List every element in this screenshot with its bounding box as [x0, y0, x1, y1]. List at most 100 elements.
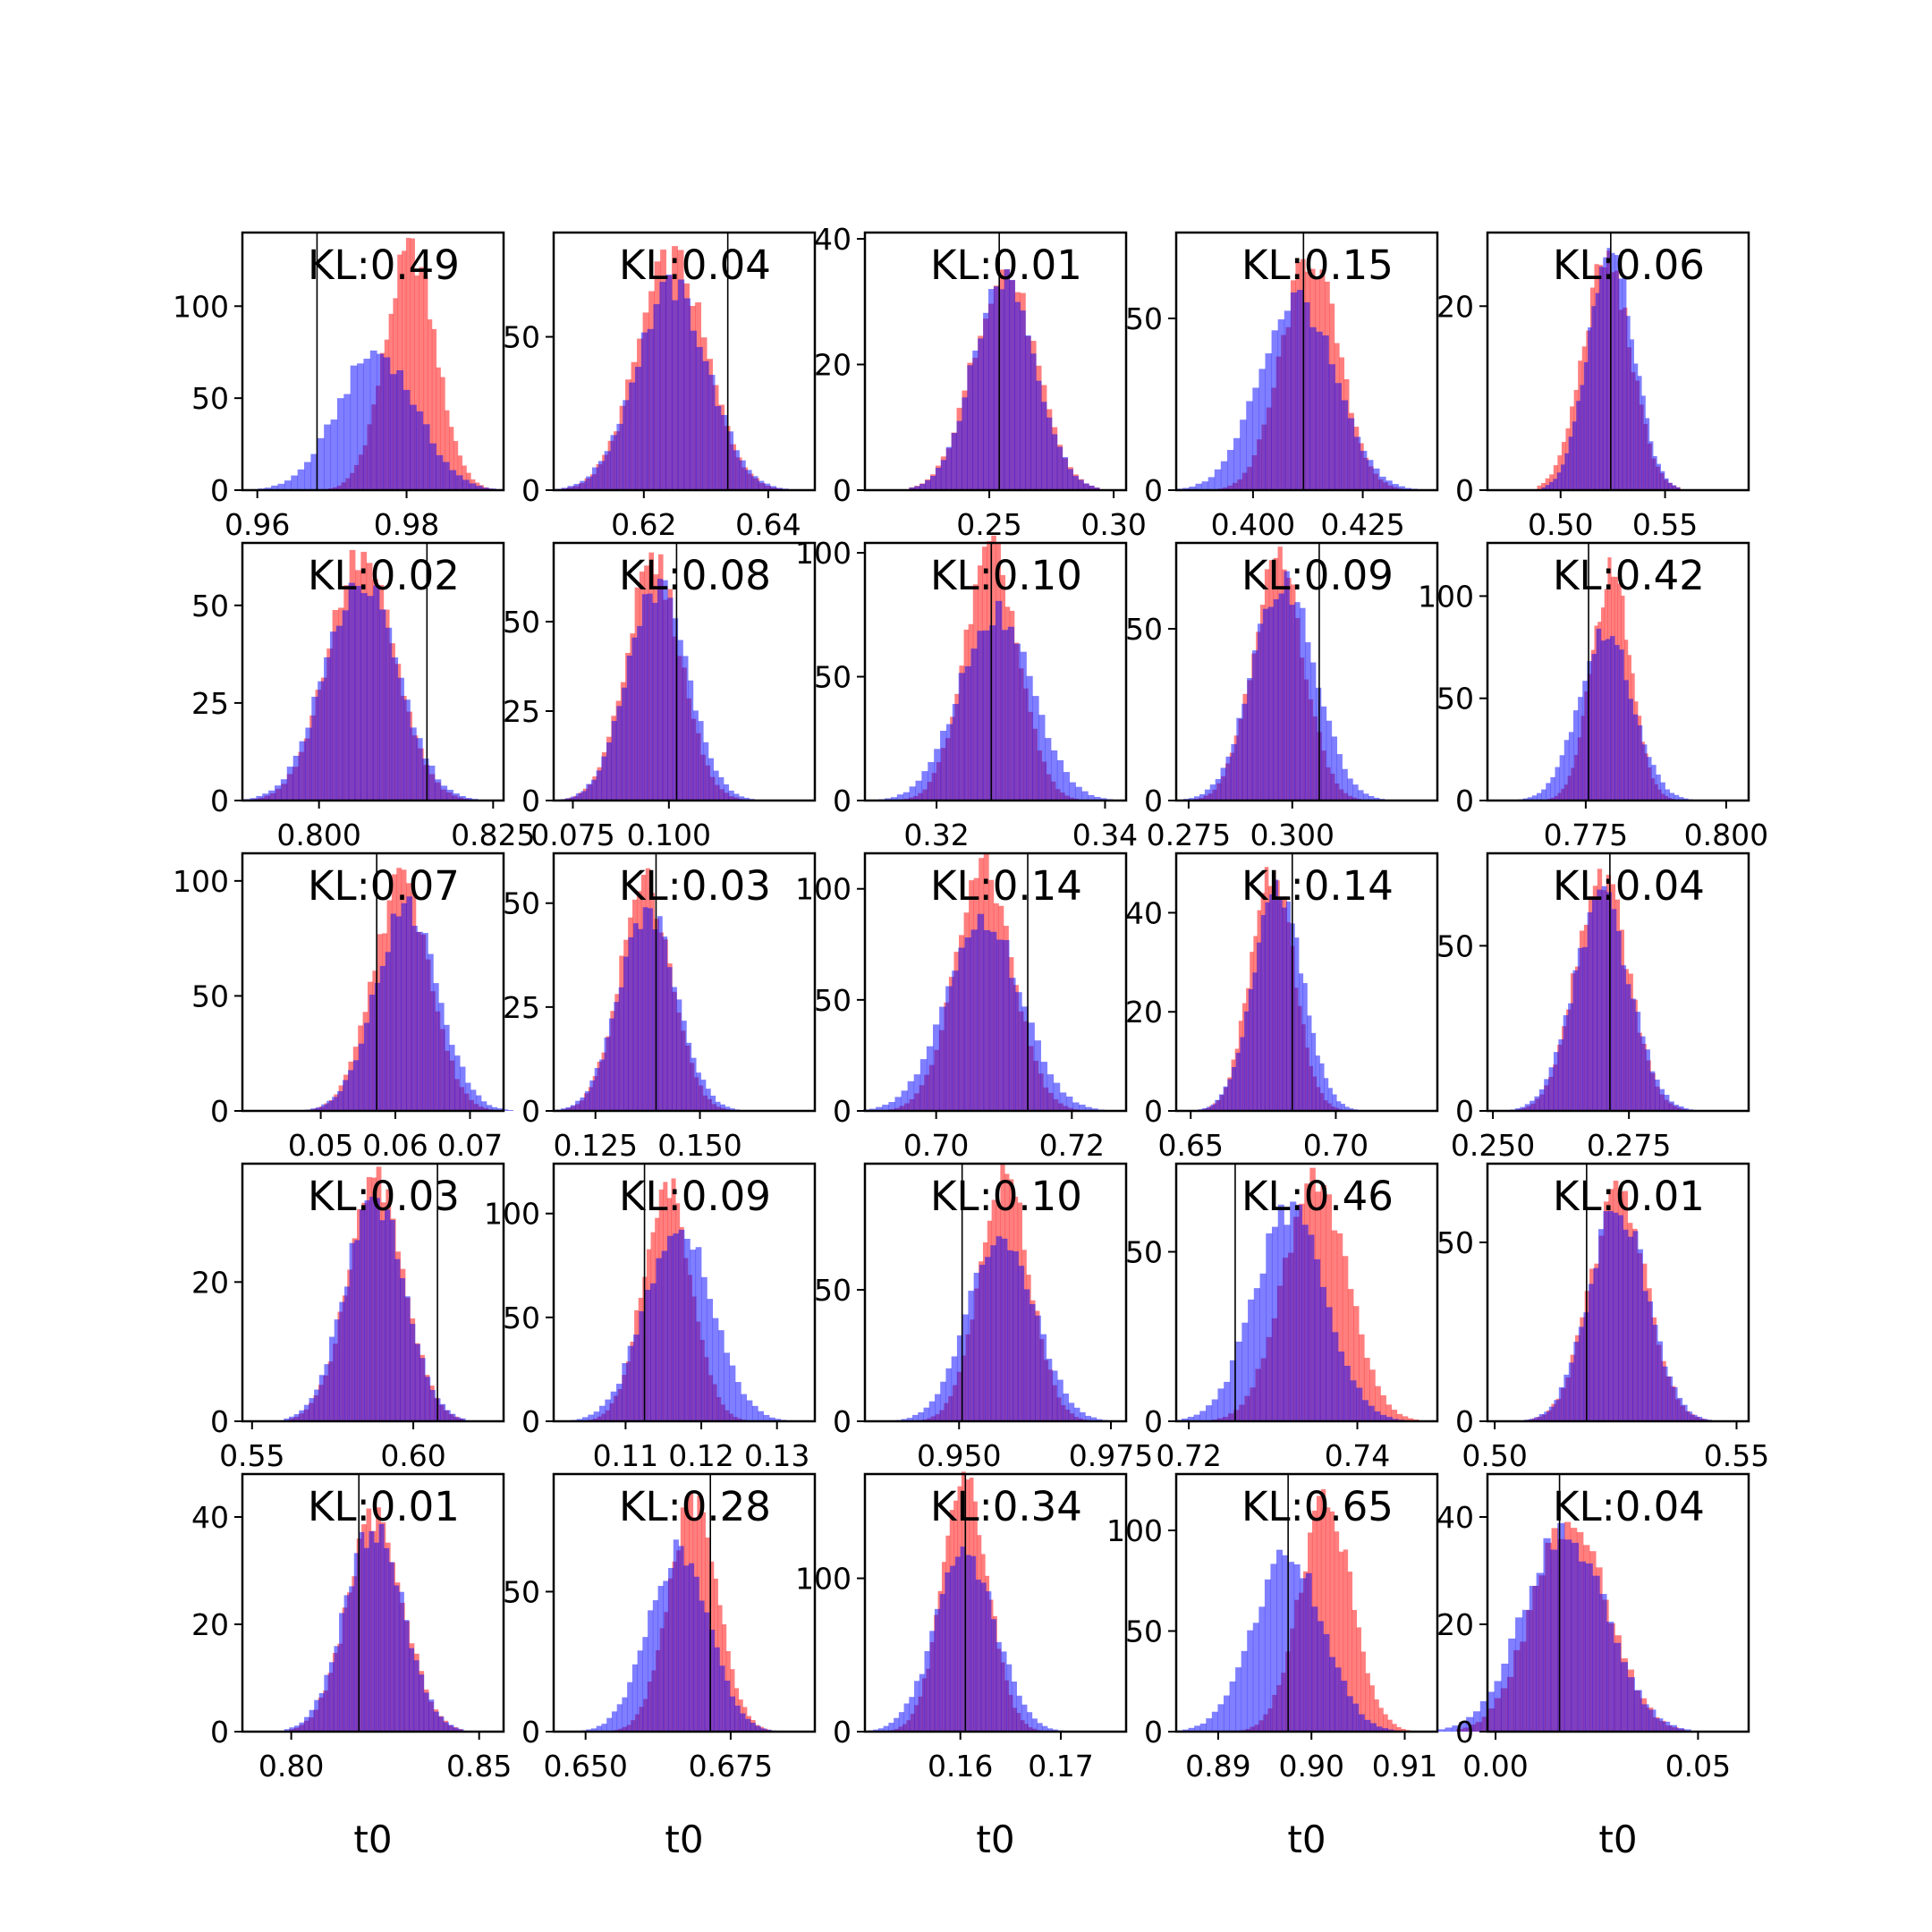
panel-5-series-blue-bar-13 — [1583, 362, 1589, 490]
panel-5-series-blue-bar-34 — [1664, 478, 1669, 490]
panel-24-series-blue-bar-8 — [1217, 1704, 1224, 1732]
panel-22-series-blue-bar-31 — [734, 1705, 741, 1732]
panel-21-series-blue-bar-21 — [378, 1523, 385, 1732]
panel-20-xtick-label: 0.55 — [1704, 1438, 1769, 1473]
panel-21-series-blue-bar-14 — [343, 1595, 350, 1732]
panel-17-series-blue-bar-2 — [576, 1419, 583, 1421]
panel-12-series-blue-bar-29 — [691, 1057, 697, 1111]
panel-9-series-blue-bar-33 — [1352, 784, 1359, 801]
panel-12-series-blue-bar-33 — [710, 1095, 716, 1111]
histogram-panel-20: 0.50 0.55 0 50 KL:0.01 — [1436, 1162, 1769, 1473]
panel-18-series-blue-bar-20 — [1001, 1238, 1008, 1421]
panel-4-series-blue-bar-12 — [1246, 401, 1253, 490]
panel-21-series-blue-bar-25 — [398, 1591, 404, 1732]
panel-3-series-blue-bar-32 — [1067, 469, 1073, 490]
panel-21-series-blue-bar-13 — [339, 1613, 345, 1732]
panel-5-series-blue-bar-20 — [1610, 252, 1615, 490]
panel-25-series-blue-bar-13 — [1515, 1617, 1523, 1732]
panel-14-series-blue-bar-19 — [1273, 879, 1278, 1111]
panel-11-ytick-label: 100 — [173, 864, 229, 899]
panel-5-kl-label: KL:0.06 — [1553, 242, 1705, 289]
panel-16-series-blue-bar-25 — [399, 1278, 406, 1421]
panel-2-series-blue-bar-24 — [696, 346, 703, 490]
panel-23-frame — [863, 1472, 1128, 1733]
panel-19-series-red-bar-30 — [1369, 1369, 1376, 1421]
panel-20-series-blue-bar-3 — [1534, 1417, 1540, 1421]
panel-23-xtick-label: 0.16 — [928, 1749, 993, 1784]
panel-1-kl-label: KL:0.49 — [308, 242, 460, 289]
panel-2-series-blue-bar-18 — [659, 282, 666, 490]
panel-1-series-red-bar-20 — [410, 238, 415, 490]
panel-16-series-blue-bar-22 — [385, 1209, 391, 1421]
panel-21-series-blue-bar-33 — [438, 1716, 445, 1732]
panel-8-series-blue-bar-26 — [1032, 696, 1039, 801]
panel-24-series-blue-bar-31 — [1352, 1703, 1360, 1732]
panel-17-series-blue-bar-20 — [678, 1229, 685, 1421]
panel-5-series-blue-bar-30 — [1648, 441, 1654, 490]
panel-6-series-blue-bar-30 — [422, 758, 429, 801]
panel-20-kl-label: KL:0.01 — [1553, 1173, 1705, 1220]
panel-14-series-blue-bar-5 — [1215, 1099, 1220, 1111]
panel-6-series-blue-bar-5 — [268, 790, 275, 801]
panel-19-series-blue-bar-28 — [1337, 1352, 1345, 1421]
panel-6-series-blue-bar-19 — [354, 585, 361, 801]
panel-23-series-blue-bar-21 — [970, 1555, 977, 1732]
panel-21-ytick-label: 20 — [191, 1607, 229, 1642]
panel-5-series-blue-bar-22 — [1618, 278, 1623, 490]
panel-23-series-blue-bar-29 — [1011, 1681, 1017, 1732]
panel-11-xtick-label: 0.07 — [437, 1128, 503, 1163]
panel-20-series-blue-bar-26 — [1648, 1301, 1654, 1421]
panel-9-series-blue-bar-20 — [1284, 571, 1290, 801]
panel-23-kl-label: KL:0.34 — [930, 1483, 1082, 1530]
panel-1-series-blue-bar-11 — [317, 437, 325, 490]
panel-10-series-blue-bar-23 — [1619, 649, 1624, 801]
panel-15-series-blue-bar-33 — [1664, 1095, 1670, 1111]
panel-9-series-blue-bar-35 — [1363, 793, 1369, 801]
panel-19-series-red-bar-34 — [1391, 1410, 1398, 1421]
panel-5-series-blue-bar-6 — [1556, 472, 1562, 490]
panel-25-series-blue-bar-29 — [1627, 1677, 1635, 1732]
panel-2-series-blue-bar-14 — [634, 367, 642, 490]
panel-4-series-blue-bar-7 — [1214, 469, 1222, 490]
panel-5-frame — [1486, 231, 1750, 492]
panel-8-series-blue-bar-20 — [996, 600, 1003, 801]
panel-12-ytick-label: 0 — [521, 1094, 540, 1129]
panel-5-series-blue-bar-5 — [1553, 479, 1558, 490]
panel-7-series-blue-bar-17 — [641, 594, 648, 801]
panel-7-series-blue-bar-26 — [688, 680, 694, 801]
panel-4-series-blue-bar-20 — [1296, 290, 1304, 490]
panel-9-series-blue-bar-8 — [1220, 767, 1226, 801]
panel-15-series-blue-bar-2 — [1514, 1108, 1521, 1111]
panel-9-frame — [1174, 541, 1439, 802]
panel-4-series-blue-bar-27 — [1341, 400, 1349, 490]
panel-6-ytick-label: 0 — [210, 784, 229, 818]
panel-2-series-blue-bar-34 — [758, 480, 765, 490]
panel-20-series-blue-bar-17 — [1603, 1211, 1609, 1421]
panel-14-series-blue-bar-17 — [1265, 902, 1270, 1111]
panel-3-series-blue-bar-26 — [1036, 380, 1042, 490]
panel-21-xtick-label: 0.80 — [258, 1749, 324, 1784]
panel-10-series-blue-bar-8 — [1550, 776, 1555, 801]
panel-18-xtick-label: 0.975 — [1069, 1438, 1153, 1473]
panel-3-ytick-label: 0 — [833, 473, 852, 508]
panel-23-series-blue-bar-7 — [898, 1712, 904, 1732]
panel-23-series-blue-bar-19 — [960, 1546, 966, 1732]
panel-10-series-blue-bar-21 — [1609, 636, 1615, 801]
panel-11-series-blue-bar-6 — [332, 1097, 338, 1111]
panel-17-xtick-label: 0.13 — [744, 1438, 809, 1473]
panel-10-series-blue-bar-33 — [1665, 789, 1671, 801]
panel-25-series-blue-bar-34 — [1662, 1721, 1671, 1732]
panel-10-ytick-label: 100 — [1418, 579, 1474, 614]
panel-24-xtick-label: 0.90 — [1278, 1749, 1343, 1784]
panel-24-xtick-label: 0.89 — [1185, 1749, 1250, 1784]
panel-11-series-blue-bar-22 — [417, 931, 423, 1111]
panel-16-series-blue-bar-5 — [299, 1410, 305, 1421]
panel-24-series-red-bar-21 — [1329, 1511, 1335, 1732]
panel-4-ytick-label: 50 — [1125, 301, 1163, 336]
panel-2-series-blue-bar-8 — [597, 461, 606, 490]
panel-17-series-blue-bar-29 — [729, 1365, 736, 1421]
panel-21-series-blue-bar-23 — [388, 1562, 394, 1732]
panel-8-series-blue-bar-9 — [928, 761, 935, 801]
panel-4-series-blue-bar-26 — [1335, 383, 1342, 490]
panel-17-series-blue-bar-24 — [700, 1276, 708, 1421]
